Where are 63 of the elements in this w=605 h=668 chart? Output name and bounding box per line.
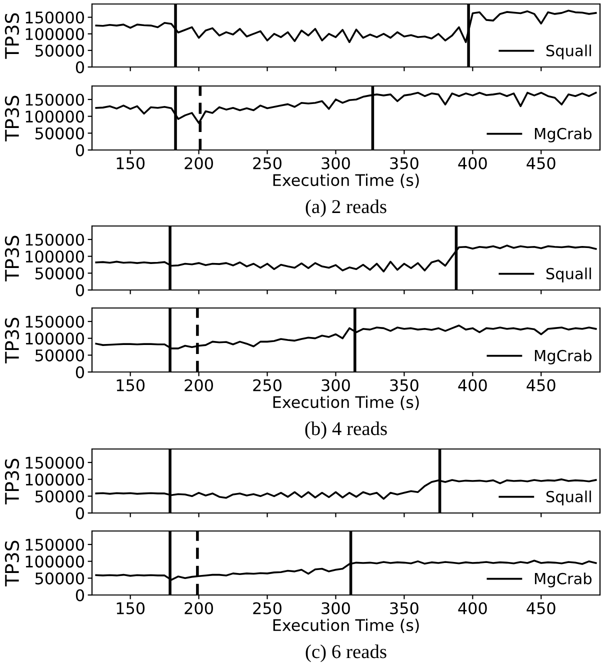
- y-tick-label: 100000: [26, 28, 84, 40]
- x-tick-label: 400: [458, 602, 487, 614]
- y-tick-label: 0: [76, 366, 84, 378]
- x-tick-label: 350: [390, 602, 418, 614]
- x-tick-label: 450: [526, 379, 556, 392]
- y-tick-label: 150000: [26, 11, 84, 24]
- y-tick-label: 0: [76, 507, 84, 520]
- y-axis-title: TP3S: [4, 236, 20, 282]
- y-tick-label: 50000: [35, 267, 84, 280]
- x-tick-label: 450: [526, 157, 556, 170]
- y-tick-label: 50000: [35, 44, 84, 57]
- legend-label: MgCrab: [534, 572, 592, 588]
- x-axis-title: Execution Time (s): [273, 618, 419, 634]
- y-tick-label: 100000: [26, 110, 84, 123]
- x-tick-label: 150: [116, 379, 145, 392]
- y-tick-label: 150000: [26, 94, 84, 106]
- text: (c) 6 reads: [306, 644, 386, 662]
- y-axis-title: TP3S: [4, 318, 20, 364]
- x-axis-title: Execution Time (s): [273, 174, 419, 188]
- y-axis-title: TP3S: [4, 96, 20, 142]
- y-tick-label: 150000: [26, 316, 84, 328]
- y-tick-label: 100000: [26, 332, 84, 345]
- x-tick-label: 200: [184, 379, 213, 392]
- x-tick-label: 200: [184, 602, 213, 614]
- y-tick-label: 0: [76, 144, 84, 156]
- y-tick-label: 150000: [26, 538, 84, 551]
- legend-label: Squall: [546, 268, 591, 282]
- y-tick-label: 100000: [26, 556, 84, 568]
- x-tick-label: 300: [322, 379, 350, 392]
- x-tick-label: 300: [322, 157, 350, 170]
- y-axis-title: TP3S: [4, 458, 20, 504]
- x-tick-label: 450: [526, 602, 556, 614]
- legend-label: MgCrab: [534, 128, 592, 142]
- y-tick-label: 0: [76, 284, 84, 296]
- y-axis-title: TP3S: [4, 13, 20, 59]
- x-tick-label: 350: [390, 157, 418, 170]
- y-tick-label: 150000: [26, 456, 84, 469]
- x-tick-label: 250: [253, 379, 282, 392]
- y-tick-label: 100000: [26, 250, 84, 263]
- text: (b) 4 reads: [305, 422, 387, 440]
- y-tick-label: 50000: [35, 490, 84, 502]
- x-tick-label: 200: [184, 157, 213, 170]
- y-tick-label: 50000: [35, 127, 84, 140]
- y-tick-label: 0: [76, 61, 84, 74]
- x-tick-label: 250: [253, 602, 282, 614]
- legend-label: MgCrab: [534, 350, 592, 364]
- x-tick-label: 400: [458, 157, 487, 170]
- y-tick-label: 50000: [35, 572, 84, 584]
- y-tick-label: 0: [76, 589, 84, 602]
- y-axis-title: TP3S: [4, 540, 20, 586]
- x-tick-label: 150: [116, 157, 145, 170]
- x-tick-label: 350: [390, 379, 418, 392]
- x-axis-title: Execution Time (s): [273, 396, 419, 410]
- x-tick-label: 400: [458, 379, 487, 392]
- legend-label: Squall: [546, 44, 591, 60]
- y-tick-label: 50000: [35, 349, 84, 362]
- x-tick-label: 300: [322, 602, 350, 614]
- text: (a) 2 reads: [306, 200, 386, 218]
- legend-label: Squall: [546, 490, 591, 506]
- y-tick-label: 100000: [26, 474, 84, 486]
- x-tick-label: 150: [116, 602, 145, 614]
- y-tick-label: 150000: [26, 234, 84, 246]
- x-tick-label: 250: [253, 157, 282, 170]
